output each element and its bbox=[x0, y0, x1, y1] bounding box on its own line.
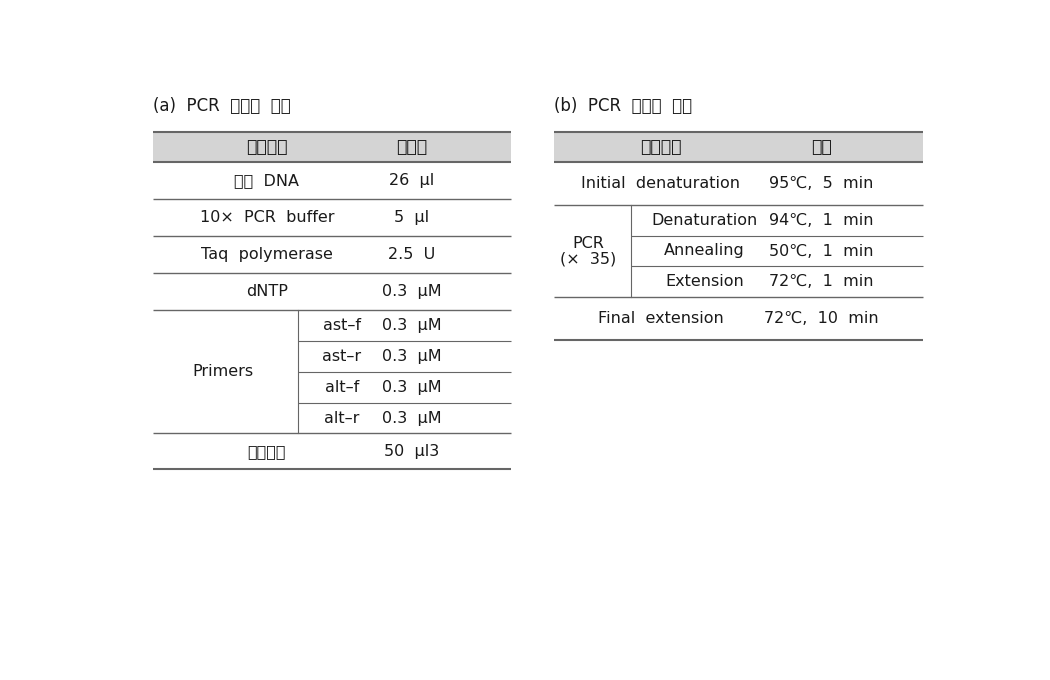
Text: 26  μl: 26 μl bbox=[390, 173, 435, 188]
Text: Primers: Primers bbox=[192, 364, 253, 379]
Text: 최종부피: 최종부피 bbox=[248, 443, 286, 459]
Text: 2.5  U: 2.5 U bbox=[388, 248, 436, 262]
Text: alt–r: alt–r bbox=[324, 411, 360, 426]
Text: 95℃,  5  min: 95℃, 5 min bbox=[769, 176, 874, 191]
Text: 반응물질: 반응물질 bbox=[246, 138, 288, 156]
Text: dNTP: dNTP bbox=[246, 284, 288, 299]
Text: 72℃,  10  min: 72℃, 10 min bbox=[763, 311, 878, 326]
Text: (b)  PCR  반응액  조건: (b) PCR 반응액 조건 bbox=[553, 97, 692, 115]
Text: 50  μl3: 50 μl3 bbox=[384, 443, 439, 459]
Text: Taq  polymerase: Taq polymerase bbox=[201, 248, 333, 262]
Text: (×  35): (× 35) bbox=[561, 251, 616, 266]
Text: Initial  denaturation: Initial denaturation bbox=[581, 176, 740, 191]
Text: Denaturation: Denaturation bbox=[652, 213, 758, 228]
Text: Annealing: Annealing bbox=[665, 243, 745, 258]
Text: 50℃,  1  min: 50℃, 1 min bbox=[769, 243, 874, 258]
Bar bbox=[153, 132, 511, 163]
Text: Extension: Extension bbox=[666, 274, 744, 289]
Text: 0.3  μM: 0.3 μM bbox=[382, 349, 442, 364]
Text: 10×  PCR  buffer: 10× PCR buffer bbox=[200, 210, 334, 225]
Text: 72℃,  1  min: 72℃, 1 min bbox=[769, 274, 874, 289]
Text: (a)  PCR  반응액  조성: (a) PCR 반응액 조성 bbox=[153, 97, 291, 115]
Text: 94℃,  1  min: 94℃, 1 min bbox=[769, 213, 874, 228]
Text: 조건: 조건 bbox=[811, 138, 832, 156]
Text: 0.3  μM: 0.3 μM bbox=[382, 380, 442, 395]
Text: Final  extension: Final extension bbox=[597, 311, 723, 326]
Text: 0.3  μM: 0.3 μM bbox=[382, 284, 442, 299]
Text: 0.3  μM: 0.3 μM bbox=[382, 318, 442, 333]
Text: PCR: PCR bbox=[572, 236, 605, 251]
Text: 주형  DNA: 주형 DNA bbox=[234, 173, 299, 188]
Text: alt–f: alt–f bbox=[324, 380, 359, 395]
Text: ast–f: ast–f bbox=[323, 318, 361, 333]
Text: 반응단계: 반응단계 bbox=[639, 138, 681, 156]
Bar bbox=[553, 132, 923, 163]
Text: 0.3  μM: 0.3 μM bbox=[382, 411, 442, 426]
Text: 5  μl: 5 μl bbox=[394, 210, 429, 225]
Text: ast–r: ast–r bbox=[322, 349, 361, 364]
Text: 쳊가량: 쳊가량 bbox=[396, 138, 427, 156]
